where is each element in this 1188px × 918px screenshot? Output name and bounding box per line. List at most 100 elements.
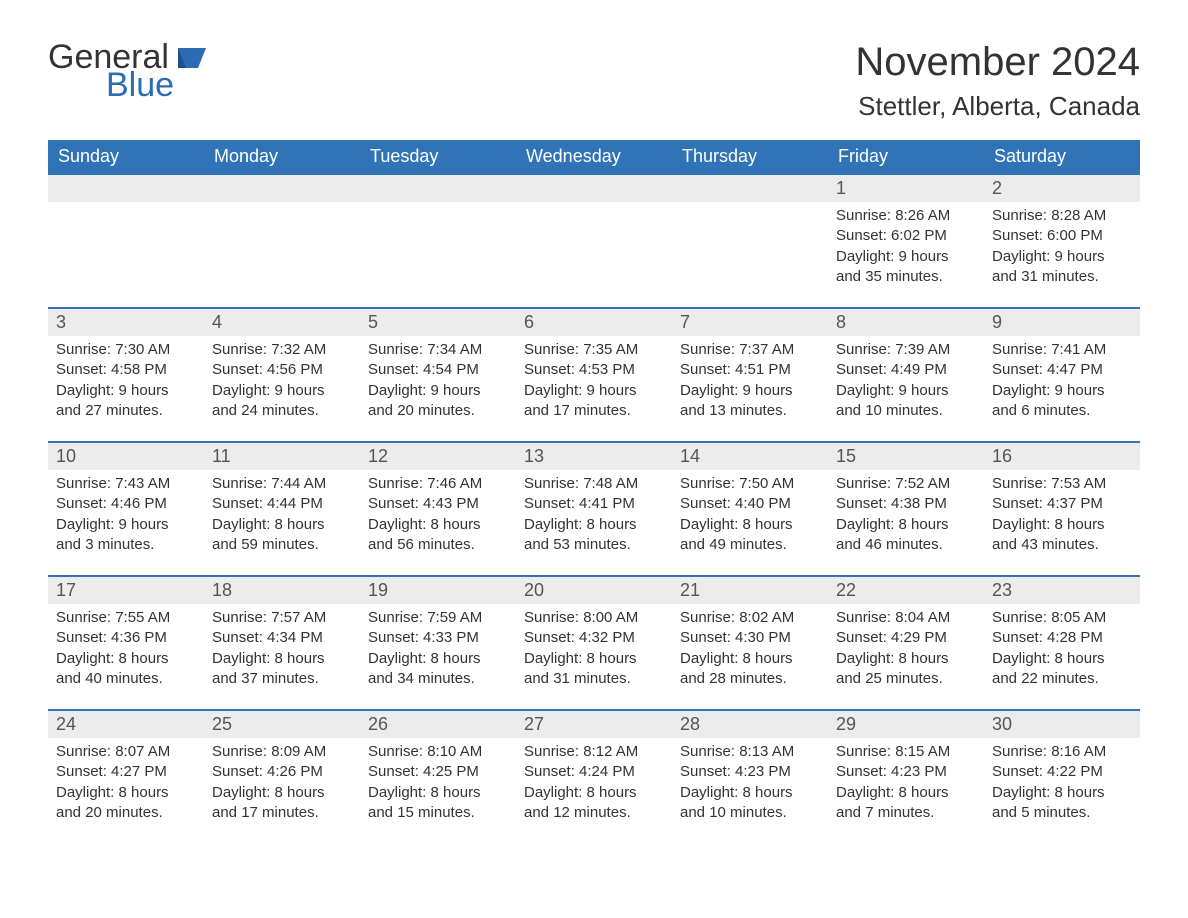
- day-daylight-l1: Daylight: 8 hours: [992, 649, 1132, 669]
- day-body: Sunrise: 8:05 AMSunset: 4:28 PMDaylight:…: [984, 604, 1140, 695]
- day-cell: 10Sunrise: 7:43 AMSunset: 4:46 PMDayligh…: [48, 441, 204, 561]
- day-number: 4: [204, 307, 360, 336]
- day-sunset: Sunset: 4:22 PM: [992, 762, 1132, 782]
- day-sunset: Sunset: 4:44 PM: [212, 494, 352, 514]
- day-cell: 1Sunrise: 8:26 AMSunset: 6:02 PMDaylight…: [828, 173, 984, 293]
- day-sunset: Sunset: 4:32 PM: [524, 628, 664, 648]
- day-cell: [204, 173, 360, 293]
- day-body: Sunrise: 7:32 AMSunset: 4:56 PMDaylight:…: [204, 336, 360, 427]
- day-sunrise: Sunrise: 7:53 AM: [992, 474, 1132, 494]
- day-number: 19: [360, 575, 516, 604]
- day-daylight-l1: Daylight: 8 hours: [212, 649, 352, 669]
- day-sunset: Sunset: 4:25 PM: [368, 762, 508, 782]
- day-body: Sunrise: 7:35 AMSunset: 4:53 PMDaylight:…: [516, 336, 672, 427]
- day-number: [516, 173, 672, 202]
- day-sunrise: Sunrise: 8:02 AM: [680, 608, 820, 628]
- day-daylight-l1: Daylight: 9 hours: [212, 381, 352, 401]
- day-number: 18: [204, 575, 360, 604]
- week-row: 17Sunrise: 7:55 AMSunset: 4:36 PMDayligh…: [48, 575, 1140, 695]
- day-sunrise: Sunrise: 7:35 AM: [524, 340, 664, 360]
- day-body: Sunrise: 8:15 AMSunset: 4:23 PMDaylight:…: [828, 738, 984, 829]
- day-daylight-l2: and 27 minutes.: [56, 401, 196, 421]
- day-number: 23: [984, 575, 1140, 604]
- day-number: 16: [984, 441, 1140, 470]
- day-body: [204, 202, 360, 212]
- day-daylight-l2: and 40 minutes.: [56, 669, 196, 689]
- day-daylight-l1: Daylight: 8 hours: [56, 649, 196, 669]
- day-sunset: Sunset: 4:58 PM: [56, 360, 196, 380]
- day-daylight-l1: Daylight: 8 hours: [212, 515, 352, 535]
- day-cell: 3Sunrise: 7:30 AMSunset: 4:58 PMDaylight…: [48, 307, 204, 427]
- day-body: Sunrise: 7:52 AMSunset: 4:38 PMDaylight:…: [828, 470, 984, 561]
- day-cell: 30Sunrise: 8:16 AMSunset: 4:22 PMDayligh…: [984, 709, 1140, 829]
- day-cell: 12Sunrise: 7:46 AMSunset: 4:43 PMDayligh…: [360, 441, 516, 561]
- day-number: 20: [516, 575, 672, 604]
- day-sunrise: Sunrise: 8:28 AM: [992, 206, 1132, 226]
- day-daylight-l2: and 6 minutes.: [992, 401, 1132, 421]
- day-daylight-l1: Daylight: 9 hours: [992, 247, 1132, 267]
- day-cell: [672, 173, 828, 293]
- day-daylight-l1: Daylight: 8 hours: [836, 649, 976, 669]
- day-number: 11: [204, 441, 360, 470]
- day-cell: 8Sunrise: 7:39 AMSunset: 4:49 PMDaylight…: [828, 307, 984, 427]
- day-daylight-l1: Daylight: 8 hours: [836, 515, 976, 535]
- day-daylight-l1: Daylight: 8 hours: [524, 515, 664, 535]
- day-sunrise: Sunrise: 7:41 AM: [992, 340, 1132, 360]
- day-body: Sunrise: 7:30 AMSunset: 4:58 PMDaylight:…: [48, 336, 204, 427]
- day-header-saturday: Saturday: [984, 140, 1140, 173]
- day-header-tuesday: Tuesday: [360, 140, 516, 173]
- day-daylight-l1: Daylight: 9 hours: [836, 247, 976, 267]
- day-header-thursday: Thursday: [672, 140, 828, 173]
- day-body: [672, 202, 828, 212]
- day-cell: 27Sunrise: 8:12 AMSunset: 4:24 PMDayligh…: [516, 709, 672, 829]
- day-body: Sunrise: 8:10 AMSunset: 4:25 PMDaylight:…: [360, 738, 516, 829]
- day-body: Sunrise: 7:59 AMSunset: 4:33 PMDaylight:…: [360, 604, 516, 695]
- day-body: Sunrise: 8:16 AMSunset: 4:22 PMDaylight:…: [984, 738, 1140, 829]
- day-daylight-l2: and 53 minutes.: [524, 535, 664, 555]
- day-body: Sunrise: 7:39 AMSunset: 4:49 PMDaylight:…: [828, 336, 984, 427]
- day-daylight-l1: Daylight: 8 hours: [212, 783, 352, 803]
- day-daylight-l2: and 20 minutes.: [368, 401, 508, 421]
- day-body: Sunrise: 8:02 AMSunset: 4:30 PMDaylight:…: [672, 604, 828, 695]
- day-sunset: Sunset: 4:24 PM: [524, 762, 664, 782]
- day-sunset: Sunset: 4:34 PM: [212, 628, 352, 648]
- day-number: 7: [672, 307, 828, 336]
- day-header-row: Sunday Monday Tuesday Wednesday Thursday…: [48, 140, 1140, 173]
- day-daylight-l2: and 46 minutes.: [836, 535, 976, 555]
- day-sunrise: Sunrise: 8:13 AM: [680, 742, 820, 762]
- day-number: [672, 173, 828, 202]
- day-body: [48, 202, 204, 212]
- day-body: Sunrise: 7:48 AMSunset: 4:41 PMDaylight:…: [516, 470, 672, 561]
- day-sunrise: Sunrise: 7:43 AM: [56, 474, 196, 494]
- day-number: 21: [672, 575, 828, 604]
- day-sunrise: Sunrise: 7:44 AM: [212, 474, 352, 494]
- day-sunrise: Sunrise: 7:30 AM: [56, 340, 196, 360]
- day-daylight-l1: Daylight: 8 hours: [524, 783, 664, 803]
- day-daylight-l1: Daylight: 9 hours: [368, 381, 508, 401]
- day-daylight-l1: Daylight: 8 hours: [680, 649, 820, 669]
- day-number: 6: [516, 307, 672, 336]
- brand-logo: General Blue: [48, 40, 206, 102]
- day-body: [516, 202, 672, 212]
- day-body: Sunrise: 8:04 AMSunset: 4:29 PMDaylight:…: [828, 604, 984, 695]
- day-sunset: Sunset: 6:00 PM: [992, 226, 1132, 246]
- day-daylight-l1: Daylight: 8 hours: [368, 515, 508, 535]
- day-number: 25: [204, 709, 360, 738]
- brand-text: General Blue: [48, 40, 206, 102]
- day-body: Sunrise: 7:34 AMSunset: 4:54 PMDaylight:…: [360, 336, 516, 427]
- day-header-monday: Monday: [204, 140, 360, 173]
- day-body: Sunrise: 7:37 AMSunset: 4:51 PMDaylight:…: [672, 336, 828, 427]
- day-daylight-l2: and 15 minutes.: [368, 803, 508, 823]
- day-daylight-l2: and 10 minutes.: [680, 803, 820, 823]
- day-cell: [516, 173, 672, 293]
- day-daylight-l1: Daylight: 8 hours: [368, 649, 508, 669]
- day-daylight-l2: and 17 minutes.: [524, 401, 664, 421]
- day-number: 26: [360, 709, 516, 738]
- day-cell: 22Sunrise: 8:04 AMSunset: 4:29 PMDayligh…: [828, 575, 984, 695]
- day-daylight-l2: and 17 minutes.: [212, 803, 352, 823]
- day-body: Sunrise: 7:53 AMSunset: 4:37 PMDaylight:…: [984, 470, 1140, 561]
- day-sunrise: Sunrise: 8:26 AM: [836, 206, 976, 226]
- day-sunset: Sunset: 4:26 PM: [212, 762, 352, 782]
- day-sunset: Sunset: 4:37 PM: [992, 494, 1132, 514]
- day-number: 24: [48, 709, 204, 738]
